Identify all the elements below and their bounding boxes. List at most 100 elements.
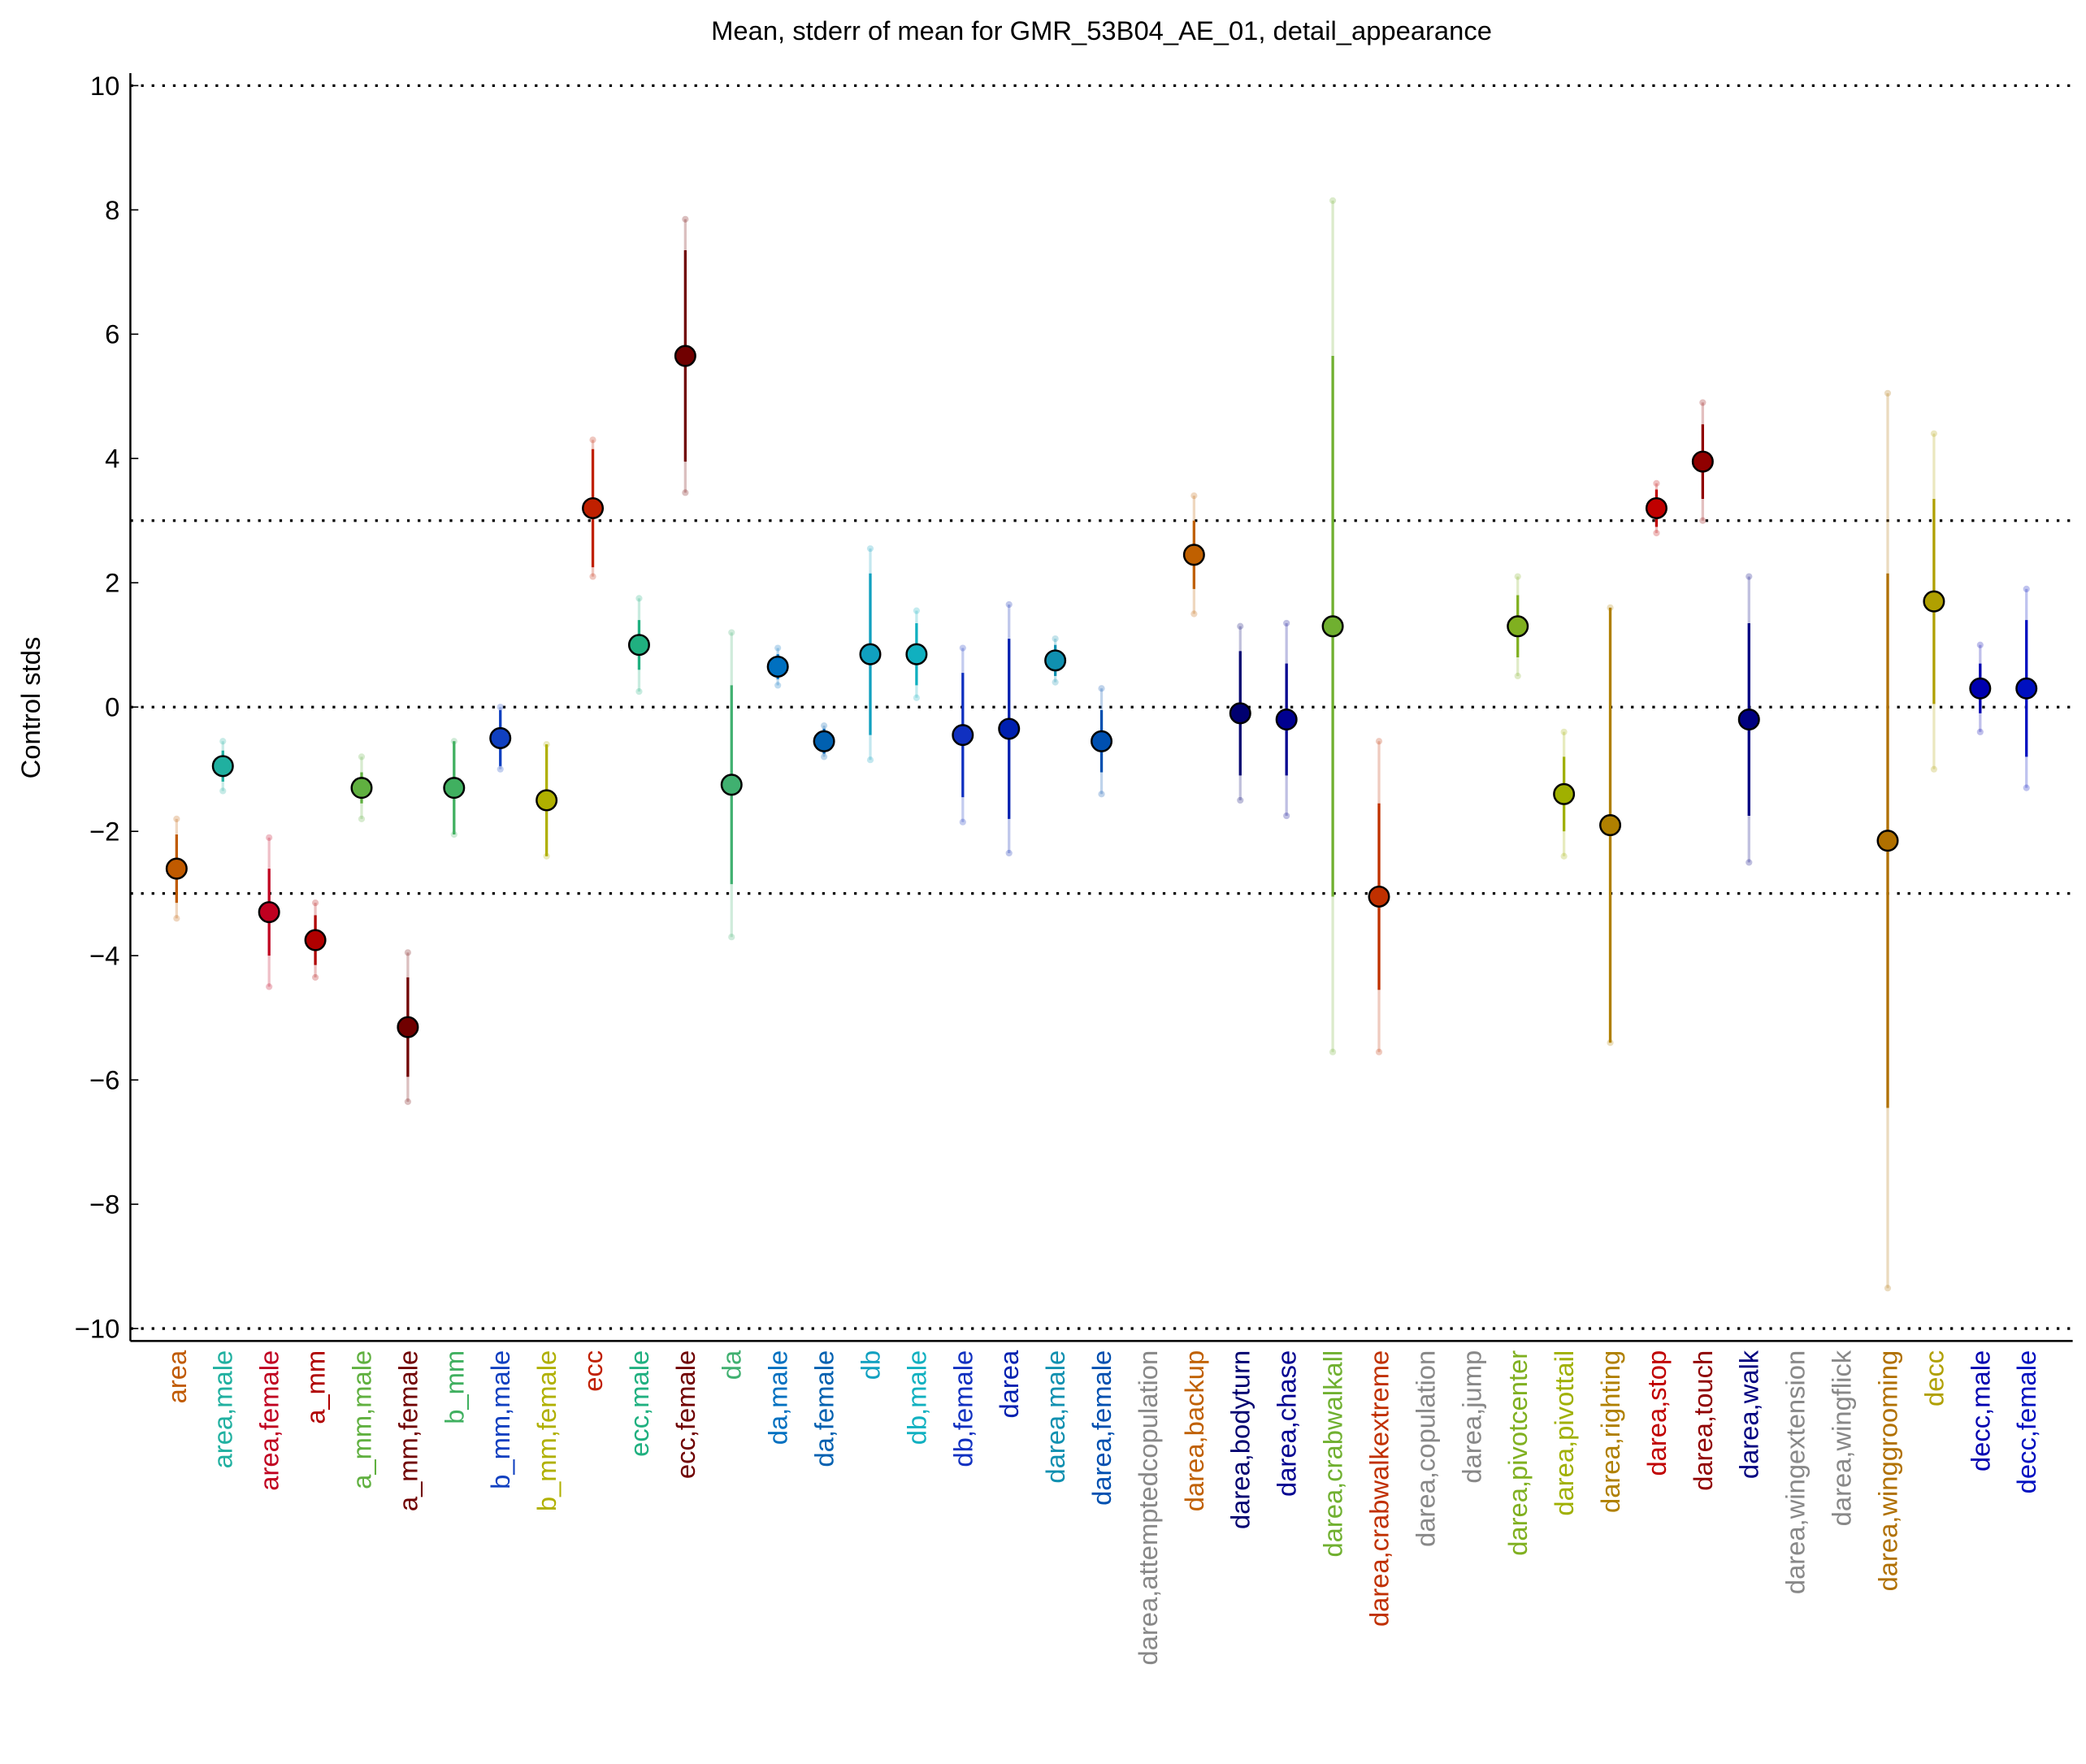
spread-end bbox=[1653, 479, 1660, 487]
y-axis-label: Control stds bbox=[15, 637, 46, 779]
x-tick-label: darea,chase bbox=[1272, 1350, 1302, 1497]
x-tick-label: db,female bbox=[948, 1350, 978, 1467]
y-tick-label: −6 bbox=[89, 1065, 119, 1095]
mean-marker bbox=[1229, 702, 1251, 725]
mean-marker bbox=[1321, 615, 1344, 638]
y-tick-label: 0 bbox=[105, 692, 119, 722]
x-tick-label: darea,pivotcenter bbox=[1503, 1350, 1533, 1556]
x-tick-label: darea,male bbox=[1040, 1350, 1070, 1484]
x-tick-label: area,male bbox=[208, 1350, 238, 1469]
spread-end bbox=[497, 765, 504, 773]
spread-end bbox=[1375, 1048, 1383, 1055]
mean-marker bbox=[582, 496, 605, 519]
mean-marker bbox=[2015, 677, 2038, 700]
spread-end bbox=[1699, 399, 1707, 406]
spread-end bbox=[1052, 635, 1059, 643]
x-tick-label: darea,backup bbox=[1179, 1350, 1209, 1511]
mean-marker bbox=[1368, 885, 1390, 908]
chart-title: Mean, stderr of mean for GMR_53B04_AE_01… bbox=[711, 15, 1492, 46]
spread-end bbox=[404, 1098, 411, 1105]
x-tick-label: ecc,male bbox=[624, 1350, 654, 1457]
spread-end bbox=[682, 489, 689, 496]
mean-marker bbox=[1553, 782, 1576, 805]
spread-end bbox=[1005, 600, 1013, 609]
y-tick-label: −10 bbox=[75, 1314, 120, 1344]
mean-marker bbox=[1182, 544, 1205, 566]
mean-marker bbox=[674, 345, 696, 367]
x-tick-label: b_mm,female bbox=[531, 1350, 562, 1511]
spread-end bbox=[1653, 529, 1660, 537]
mean-marker bbox=[1275, 708, 1298, 731]
mean-marker bbox=[397, 1016, 419, 1038]
x-tick-label: a_mm bbox=[301, 1350, 331, 1424]
mean-marker bbox=[443, 777, 466, 800]
spread-end bbox=[1746, 859, 1753, 866]
mean-marker bbox=[813, 730, 835, 752]
mean-marker bbox=[1691, 450, 1714, 473]
spread-end bbox=[1283, 619, 1290, 627]
spread-end bbox=[311, 973, 319, 982]
x-tick-label: darea bbox=[994, 1350, 1024, 1419]
x-tick-label: decc bbox=[1919, 1350, 1949, 1406]
spread-end bbox=[1237, 796, 1244, 804]
mean-marker bbox=[998, 717, 1021, 740]
mean-marker bbox=[766, 655, 789, 678]
spread-end bbox=[820, 753, 828, 761]
spread-end bbox=[1560, 728, 1568, 735]
spread-end bbox=[1976, 728, 1984, 735]
spread-end bbox=[1699, 517, 1707, 524]
spread-end bbox=[2023, 585, 2030, 592]
spread-end bbox=[219, 738, 227, 745]
x-tick-label: darea,copulation bbox=[1410, 1350, 1440, 1547]
spread-end bbox=[2023, 784, 2030, 791]
spread-end bbox=[774, 644, 782, 652]
spread-end bbox=[1884, 389, 1892, 397]
x-tick-label: darea,righting bbox=[1595, 1350, 1625, 1513]
x-tick-label: darea,walk bbox=[1734, 1350, 1764, 1479]
spread-end bbox=[173, 815, 180, 822]
spread-end bbox=[1190, 492, 1198, 500]
mean-marker bbox=[859, 643, 882, 665]
y-tick-label: −4 bbox=[89, 941, 119, 971]
x-tick-label: darea,bodyturn bbox=[1225, 1350, 1256, 1529]
mean-marker bbox=[350, 777, 373, 800]
spread-end bbox=[635, 595, 643, 602]
spread-end bbox=[1190, 610, 1198, 618]
x-tick-label: darea,female bbox=[1086, 1350, 1117, 1506]
spread-end bbox=[1514, 573, 1521, 580]
x-tick-label: a_mm,male bbox=[346, 1350, 376, 1489]
x-tick-label: ecc,female bbox=[670, 1350, 700, 1479]
spread-end bbox=[913, 607, 920, 614]
spread-end bbox=[1052, 678, 1059, 686]
spread-end bbox=[219, 787, 227, 795]
spread-end bbox=[1884, 1285, 1892, 1292]
spread-end bbox=[866, 545, 874, 553]
spread-end bbox=[1514, 672, 1521, 680]
spread-end bbox=[959, 818, 966, 826]
spread-end bbox=[866, 756, 874, 764]
y-tick-label: −8 bbox=[89, 1190, 119, 1220]
mean-marker bbox=[720, 774, 743, 796]
spread-end bbox=[1005, 849, 1013, 857]
mean-marker bbox=[1645, 496, 1667, 519]
y-tick-label: 10 bbox=[90, 71, 119, 101]
y-tick-label: 8 bbox=[105, 195, 119, 225]
spread-end bbox=[358, 753, 366, 761]
x-tick-label: db bbox=[855, 1350, 885, 1380]
x-tick-label: a_mm,female bbox=[392, 1350, 423, 1511]
x-tick-label: decc,female bbox=[2011, 1350, 2041, 1494]
spread-end bbox=[774, 682, 782, 689]
mean-marker bbox=[952, 724, 974, 747]
x-tick-label: b_mm,male bbox=[485, 1350, 515, 1489]
spread-end bbox=[1560, 852, 1568, 860]
mean-marker bbox=[1599, 814, 1622, 837]
spread-end bbox=[404, 949, 411, 956]
spread-end bbox=[1375, 738, 1383, 745]
mean-marker bbox=[905, 643, 928, 665]
mean-marker bbox=[258, 901, 280, 924]
spread-end bbox=[1329, 197, 1337, 204]
x-tick-label: decc,male bbox=[1965, 1350, 1995, 1471]
mean-marker bbox=[211, 755, 234, 778]
spread-end bbox=[728, 629, 735, 636]
